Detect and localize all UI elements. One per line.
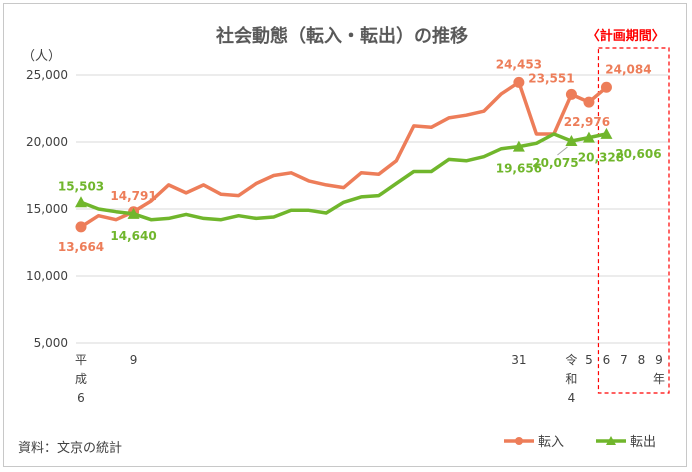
leader-line xyxy=(557,146,568,156)
source-note: 資料：文京の統計 xyxy=(18,440,122,456)
data-label: 14,791 xyxy=(110,189,156,203)
x-tick-label: 9 xyxy=(130,353,138,367)
data-point xyxy=(513,76,525,88)
data-label: 20,606 xyxy=(615,147,661,161)
x-tick-label: 令 xyxy=(565,352,577,367)
y-tick-label: 20,000 xyxy=(26,135,68,149)
data-label: 22,976 xyxy=(564,115,610,129)
data-point xyxy=(565,88,577,100)
data-point xyxy=(582,131,595,143)
data-point xyxy=(600,81,612,93)
x-tick-label: 和 xyxy=(565,372,577,386)
x-tick-label: 7 xyxy=(620,353,628,367)
data-point xyxy=(583,96,595,108)
x-tick-label: 4 xyxy=(568,391,576,405)
data-label: 23,551 xyxy=(528,71,574,85)
data-label: 20,075 xyxy=(532,156,578,170)
data-point xyxy=(565,134,578,146)
y-tick-label: 5,000 xyxy=(34,336,68,350)
y-tick-label: 15,000 xyxy=(26,202,68,216)
x-tick-label: 6 xyxy=(77,391,85,405)
legend-label: 転入 xyxy=(538,435,564,450)
data-label: 20,328 xyxy=(578,151,624,165)
x-tick-label: 9 xyxy=(655,353,663,367)
data-label: 14,640 xyxy=(110,229,156,243)
x-tick-label: 31 xyxy=(511,353,526,367)
plan-period-label: 〈計画期間〉 xyxy=(587,28,665,44)
data-point xyxy=(127,207,140,219)
data-point xyxy=(75,221,87,233)
x-tick-label: 5 xyxy=(585,353,593,367)
y-axis-unit: （人） xyxy=(22,49,61,64)
x-tick-label: 平 xyxy=(75,353,87,367)
data-label: 13,664 xyxy=(58,240,104,254)
legend-marker xyxy=(606,436,616,445)
data-point xyxy=(600,127,613,139)
y-tick-label: 10,000 xyxy=(26,269,68,283)
x-tick-label: 8 xyxy=(638,353,646,367)
x-tick-label: 6 xyxy=(603,353,611,367)
data-label: 24,084 xyxy=(605,62,651,76)
data-label: 15,503 xyxy=(58,179,104,193)
data-label: 24,453 xyxy=(496,57,542,71)
plan-period-box xyxy=(597,47,670,394)
chart-title: 社会動態（転入・転出）の推移 xyxy=(216,25,468,47)
data-label: 19,656 xyxy=(496,162,542,176)
series-line-転出 xyxy=(79,132,609,222)
data-point xyxy=(75,196,87,208)
x-tick-label: 成 xyxy=(75,372,87,386)
y-tick-label: 25,000 xyxy=(26,68,68,82)
legend-marker xyxy=(515,437,523,445)
line-chart: 社会動態（転入・転出）の推移 （人） 5,000 10,000 15,000 20,000… xyxy=(18,25,670,456)
legend-label: 転出 xyxy=(630,435,656,450)
series-line-転入 xyxy=(79,80,609,229)
chart-frame: 社会動態（転入・転出）の推移 （人） 5,000 10,000 15,000 20,000… xyxy=(3,3,687,467)
data-point xyxy=(512,140,525,152)
x-tick-label: 年 xyxy=(653,372,665,386)
